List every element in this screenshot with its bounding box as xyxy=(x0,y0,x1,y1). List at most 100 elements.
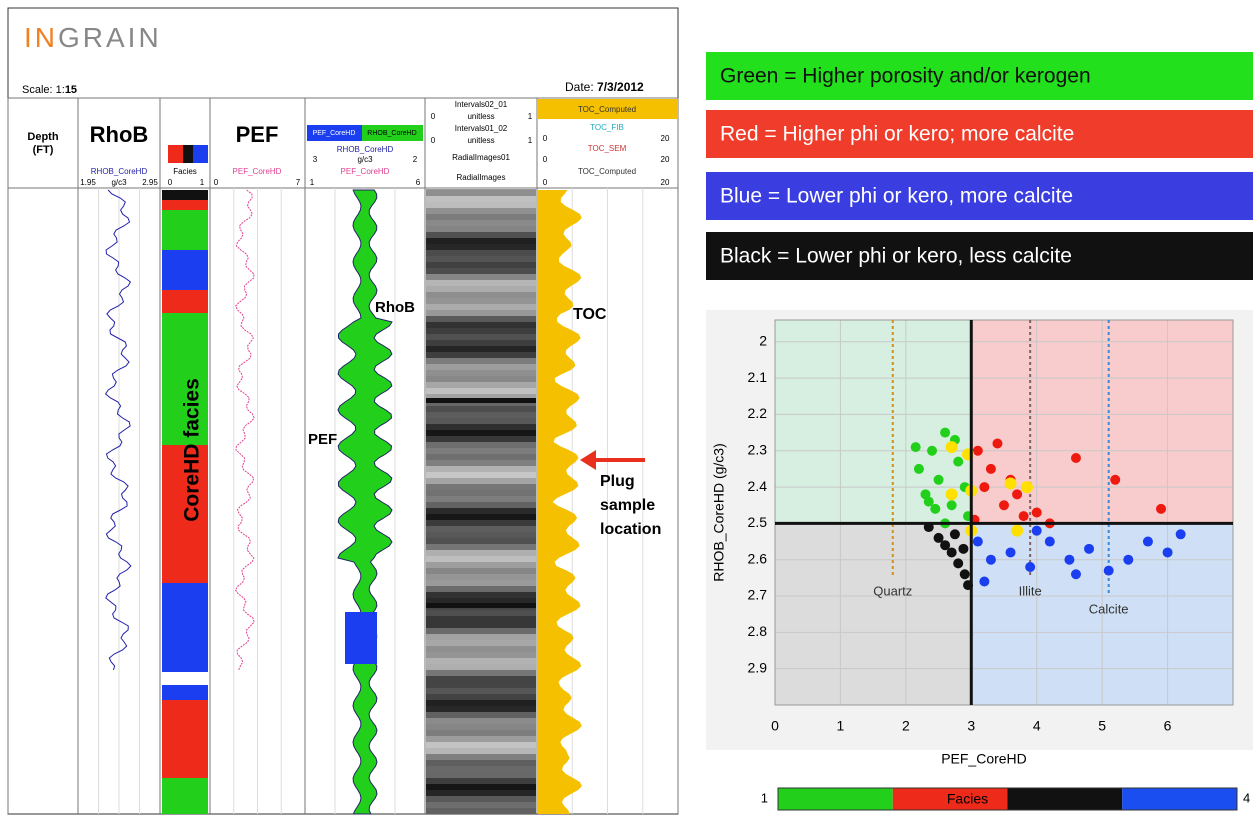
image-band xyxy=(426,334,536,340)
header-text: PEF_CoreHD xyxy=(341,167,390,176)
point xyxy=(1071,453,1081,463)
image-band xyxy=(426,310,536,316)
image-band xyxy=(426,772,536,778)
scale: Scale: 1:15 xyxy=(22,84,77,96)
image-band xyxy=(426,616,536,622)
annotation: location xyxy=(600,521,661,538)
point xyxy=(1143,537,1153,547)
x-tick-label: 4 xyxy=(1033,718,1041,734)
point xyxy=(979,577,989,587)
image-band xyxy=(426,544,536,550)
point xyxy=(927,446,937,456)
image-band xyxy=(426,700,536,706)
image-dark-band xyxy=(426,398,536,403)
header-text: (FT) xyxy=(33,144,54,156)
point xyxy=(924,497,934,507)
image-band xyxy=(426,328,536,334)
point xyxy=(1005,477,1017,489)
image-band xyxy=(426,436,536,442)
facies-block xyxy=(162,290,208,313)
x-tick-label: 2 xyxy=(902,718,910,734)
point xyxy=(1032,526,1042,536)
image-band xyxy=(426,298,536,304)
point xyxy=(950,529,960,539)
image-band xyxy=(426,538,536,544)
image-band xyxy=(426,706,536,712)
image-band xyxy=(426,718,536,724)
header-text: RhoB xyxy=(90,122,149,147)
point xyxy=(992,438,1002,448)
point xyxy=(1019,511,1029,521)
image-band xyxy=(426,694,536,700)
annotation: CoreHD facies xyxy=(181,378,204,522)
image-band xyxy=(426,268,536,274)
point xyxy=(953,558,963,568)
image-band xyxy=(426,430,536,436)
image-band xyxy=(426,658,536,664)
image-band xyxy=(426,232,536,238)
image-band xyxy=(426,580,536,586)
image-band xyxy=(426,628,536,634)
header-text: unitless xyxy=(467,112,494,121)
image-band xyxy=(426,622,536,628)
y-axis-label: RHOB_CoreHD (g/c3) xyxy=(711,443,727,581)
image-band xyxy=(426,238,536,244)
header-text: 0 xyxy=(543,178,548,187)
annotation: sample xyxy=(600,497,655,514)
colorbar-segment xyxy=(1008,788,1123,810)
image-band xyxy=(426,532,536,538)
image-band xyxy=(426,316,536,322)
point xyxy=(1176,529,1186,539)
facies-block xyxy=(162,200,208,210)
image-band xyxy=(426,646,536,652)
image-band xyxy=(426,424,536,430)
image-band xyxy=(426,592,536,598)
image-band xyxy=(426,388,536,394)
header-text: PEF_CoreHD xyxy=(313,130,356,137)
point xyxy=(1071,569,1081,579)
x-tick-label: 1 xyxy=(837,718,845,734)
image-band xyxy=(426,190,536,196)
image-band xyxy=(426,220,536,226)
facies-header-swatch xyxy=(183,145,193,163)
header-text: 0 xyxy=(214,178,219,187)
header-text: 1 xyxy=(528,136,533,145)
header-text: g/c3 xyxy=(111,178,127,187)
y-tick-label: 2.9 xyxy=(748,659,768,675)
image-band xyxy=(426,634,536,640)
image-band xyxy=(426,724,536,730)
image-band xyxy=(426,466,536,472)
x-tick-label: 5 xyxy=(1098,718,1106,734)
facies-block xyxy=(162,250,208,290)
image-band xyxy=(426,364,536,370)
point xyxy=(1156,504,1166,514)
date-label: Date: xyxy=(565,80,597,94)
image-band xyxy=(426,640,536,646)
colorbar-segment xyxy=(1122,788,1237,810)
image-band xyxy=(426,448,536,454)
point xyxy=(947,500,957,510)
header-text: RadialImages01 xyxy=(452,153,510,162)
header-text: TOC_Computed xyxy=(578,167,636,176)
point xyxy=(1032,508,1042,518)
colorbar-label: Facies xyxy=(947,791,988,807)
image-band xyxy=(426,808,536,814)
image-band xyxy=(426,196,536,202)
point xyxy=(1110,475,1120,485)
header-text: 1 xyxy=(310,178,315,187)
header-text: 0 xyxy=(543,155,548,164)
header-text: TOC_SEM xyxy=(588,144,627,153)
facies-block xyxy=(162,583,208,672)
image-band xyxy=(426,526,536,532)
image-band xyxy=(426,730,536,736)
header-text: TOC_FIB xyxy=(590,123,624,132)
image-band xyxy=(426,760,536,766)
image-band xyxy=(426,688,536,694)
image-band xyxy=(426,460,536,466)
image-band xyxy=(426,514,536,520)
annotation: TOC xyxy=(573,306,607,323)
image-band xyxy=(426,262,536,268)
image-band xyxy=(426,742,536,748)
note-text: Red = Higher phi or kero; more calcite xyxy=(720,123,1074,146)
image-band xyxy=(426,406,536,412)
